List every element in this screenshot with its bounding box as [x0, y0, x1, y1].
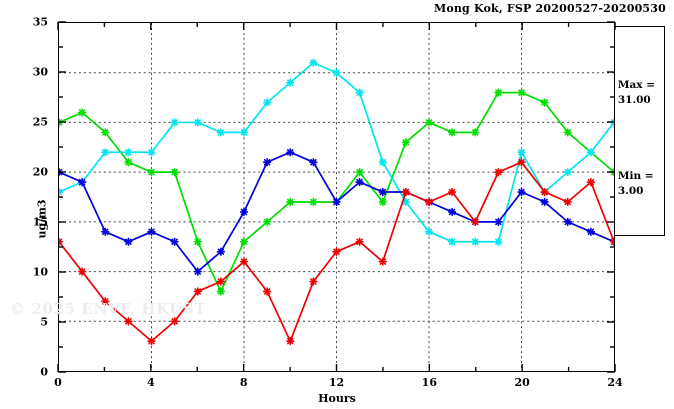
legend-max-value: 31.00	[617, 93, 651, 106]
x-axis-title: Hours	[318, 392, 356, 405]
legend-min-label: Min =	[617, 169, 654, 182]
x-tick-label: 24	[607, 376, 623, 389]
legend-max-label: Max =	[617, 78, 655, 91]
x-tick-label: 12	[328, 376, 345, 389]
data-series-layer	[59, 58, 614, 346]
y-tick-label: 30	[32, 65, 48, 79]
x-tick-label: 8	[239, 376, 248, 389]
y-tick-label: 20	[32, 165, 48, 179]
y-tick-label: 0	[40, 365, 48, 379]
x-tick-label: 16	[421, 376, 437, 389]
x-tick-label: 0	[54, 376, 62, 389]
legend-min-row: Min = 3.00	[603, 154, 655, 215]
chart-title: Mong Kok, FSP 20200527-20200530	[433, 2, 666, 15]
y-tick-label: 5	[40, 315, 48, 329]
y-tick-label: 25	[32, 115, 48, 129]
legend-max-row: Max = 31.00	[603, 62, 655, 123]
x-tick-label: 4	[147, 376, 155, 389]
y-tick-label: 35	[32, 15, 48, 29]
x-tick-label: 20	[514, 376, 530, 389]
gridlines	[59, 23, 614, 371]
y-tick-label: 15	[32, 215, 48, 229]
legend-min-value: 3.00	[617, 185, 644, 198]
plot-area	[58, 22, 615, 372]
y-tick-label: 10	[32, 265, 48, 279]
